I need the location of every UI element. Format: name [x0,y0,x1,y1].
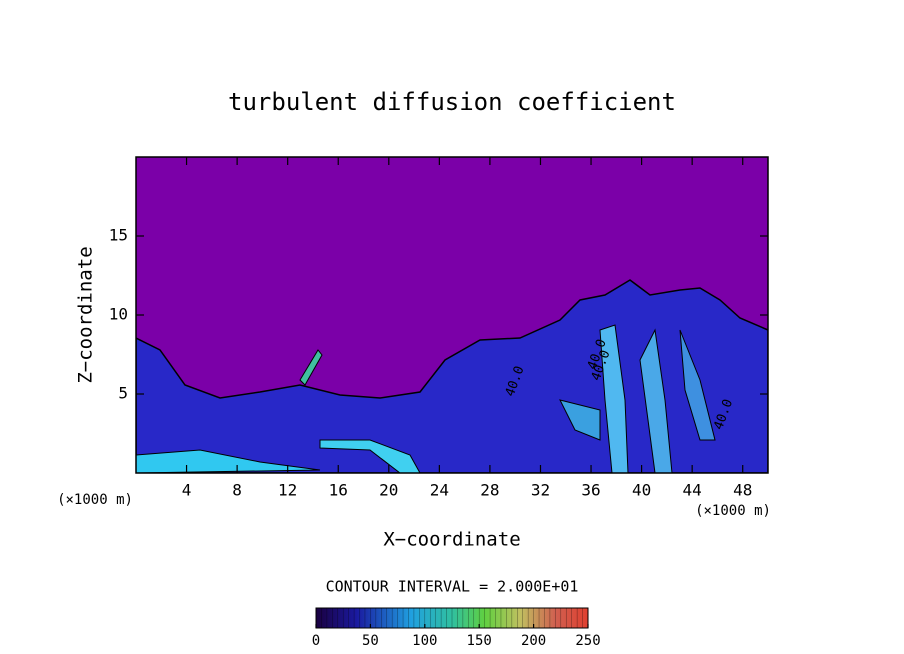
x-axis-label: X−coordinate [383,529,520,551]
x-tick-label: 48 [733,481,752,500]
y-tick-label: 5 [118,384,128,403]
colorbar-tick-label: 0 [312,633,320,649]
x-tick-label: 44 [683,481,702,500]
x-tick-label: 36 [581,481,600,500]
chart-title: turbulent diffusion coefficient [228,88,676,116]
colorbar-tick-label: 50 [362,633,379,649]
y-tick-label: 15 [109,226,128,245]
x-tick-label: 4 [182,481,192,500]
x-tick-label: 28 [480,481,499,500]
y-axis-label: Z−coordinate [75,246,97,383]
x-tick-label: 24 [430,481,449,500]
x-unit: (×1000 m) [57,492,133,508]
x-tick-label: 16 [329,481,348,500]
x-tick-label: 20 [379,481,398,500]
contour-interval: CONTOUR INTERVAL = 2.000E+01 [326,578,579,596]
colorbar-tick-label: 200 [521,633,546,649]
y-tick-label: 10 [109,305,128,324]
colorbar-tick-label: 250 [575,633,600,649]
x-unit: (×1000 m) [695,503,771,519]
field [136,157,768,473]
colorbar-tick-label: 100 [412,633,437,649]
x-tick-label: 12 [278,481,297,500]
colorbar-tick-label: 150 [467,633,492,649]
x-tick-label: 8 [232,481,242,500]
x-tick-label: 40 [632,481,651,500]
x-tick-label: 32 [531,481,550,500]
